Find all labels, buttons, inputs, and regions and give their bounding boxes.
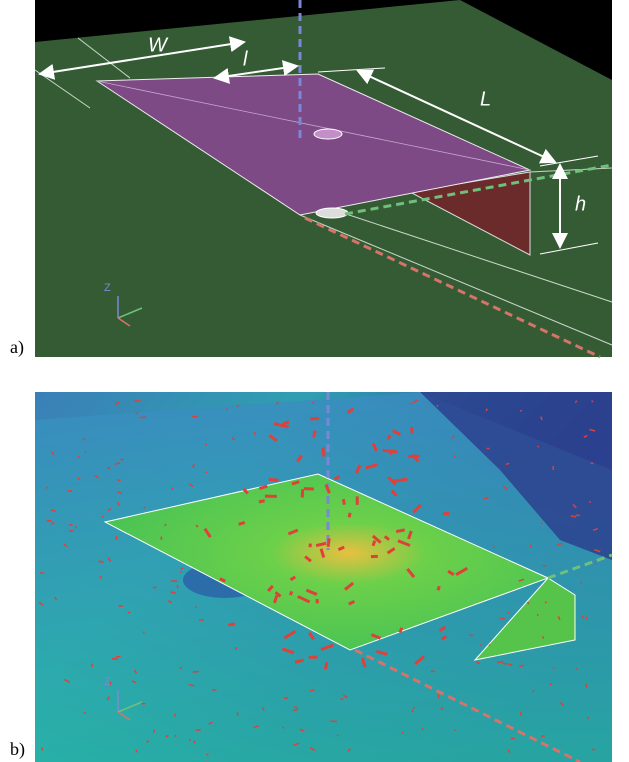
- field-arrow: [284, 698, 288, 699]
- field-arrow: [175, 735, 176, 737]
- field-arrow: [269, 479, 279, 480]
- dim-h: h: [575, 193, 586, 215]
- field-arrow: [533, 690, 534, 692]
- field-arrow: [402, 732, 404, 733]
- field-arrow: [116, 536, 117, 540]
- field-arrow: [388, 435, 390, 439]
- field-arrow: [116, 656, 121, 657]
- field-arrow: [453, 435, 454, 438]
- field-arrow: [78, 457, 80, 458]
- field-arrow: [83, 439, 86, 440]
- field-arrow: [500, 618, 504, 619]
- field-arrow: [592, 749, 595, 750]
- field-arrow: [325, 662, 327, 669]
- field-arrow: [396, 530, 405, 532]
- field-arrow: [520, 411, 522, 412]
- field-arrow: [75, 526, 76, 528]
- dim-L: L: [480, 88, 491, 110]
- field-arrow: [340, 698, 343, 699]
- field-arrow: [165, 524, 166, 526]
- field-arrow: [541, 736, 545, 737]
- field-arrow: [312, 402, 313, 404]
- field-arrow: [293, 710, 298, 711]
- field-arrow: [349, 513, 350, 517]
- figure-svg: W l L h Z a) Z b): [0, 0, 629, 762]
- panel-a: W l L h Z a): [10, 0, 612, 358]
- field-arrow: [314, 431, 316, 437]
- field-arrow: [323, 447, 324, 456]
- field-arrow: [592, 401, 594, 402]
- field-arrow: [538, 446, 539, 447]
- field-arrow: [580, 583, 582, 584]
- field-arrow: [101, 576, 102, 578]
- field-arrow: [497, 661, 503, 662]
- field-arrow: [140, 417, 147, 418]
- field-arrow: [392, 479, 408, 481]
- field-arrow: [586, 617, 587, 620]
- panel-label: a): [10, 337, 24, 358]
- field-arrow: [390, 451, 391, 455]
- field-arrow: [283, 422, 289, 424]
- field-arrow: [438, 586, 439, 590]
- field-arrow: [290, 591, 291, 595]
- field-arrow: [196, 730, 201, 731]
- field-arrow: [506, 463, 509, 464]
- field-arrow: [530, 545, 531, 547]
- field-arrow: [195, 606, 196, 608]
- field-arrow: [107, 467, 110, 468]
- field-arrow: [437, 405, 438, 406]
- field-arrow: [144, 507, 146, 508]
- feed-top: [314, 129, 342, 139]
- field-arrow: [520, 712, 521, 716]
- panel-b: Z b): [10, 392, 612, 762]
- field-arrow: [84, 713, 86, 714]
- field-arrow: [189, 740, 190, 741]
- field-arrow: [455, 730, 456, 731]
- field-arrow: [508, 612, 510, 613]
- field-arrow: [102, 516, 104, 517]
- field-arrow: [343, 499, 344, 505]
- field-arrow: [112, 659, 118, 660]
- field-arrow: [46, 487, 47, 488]
- field-arrow: [454, 455, 455, 456]
- field-arrow: [146, 741, 149, 742]
- panel-label: b): [10, 739, 25, 760]
- field-arrow: [328, 538, 329, 546]
- field-arrow: [206, 472, 207, 473]
- field-arrow: [171, 592, 176, 593]
- dim-l: l: [243, 48, 248, 70]
- field-arrow: [259, 501, 265, 502]
- figure: W l L h Z a) Z b): [0, 0, 629, 762]
- field-arrow: [594, 563, 595, 564]
- field-arrow: [206, 444, 207, 445]
- field-arrow: [118, 606, 122, 607]
- field-arrow: [68, 491, 72, 492]
- field-arrow: [400, 628, 402, 633]
- field-arrow: [239, 522, 245, 524]
- field-arrow: [589, 501, 590, 502]
- field-arrow: [283, 727, 284, 729]
- field-arrow: [553, 466, 554, 470]
- field-arrow: [493, 546, 494, 547]
- axis-label: Z: [104, 676, 111, 688]
- field-arrow: [486, 409, 487, 412]
- field-arrow: [177, 585, 178, 588]
- feed-bottom: [316, 208, 348, 218]
- field-arrow: [85, 451, 86, 452]
- field-arrow: [545, 602, 546, 603]
- field-arrow: [576, 668, 577, 669]
- field-arrow: [337, 735, 338, 736]
- field-arrow: [228, 624, 235, 625]
- field-arrow: [586, 684, 587, 688]
- field-arrow: [411, 427, 412, 434]
- dim-w: W: [148, 34, 169, 56]
- field-arrow: [193, 671, 199, 672]
- field-arrow: [373, 541, 375, 546]
- field-arrow: [410, 403, 411, 404]
- axis-label: Z: [104, 282, 111, 294]
- field-arrow: [128, 612, 130, 613]
- field-arrow: [180, 571, 182, 572]
